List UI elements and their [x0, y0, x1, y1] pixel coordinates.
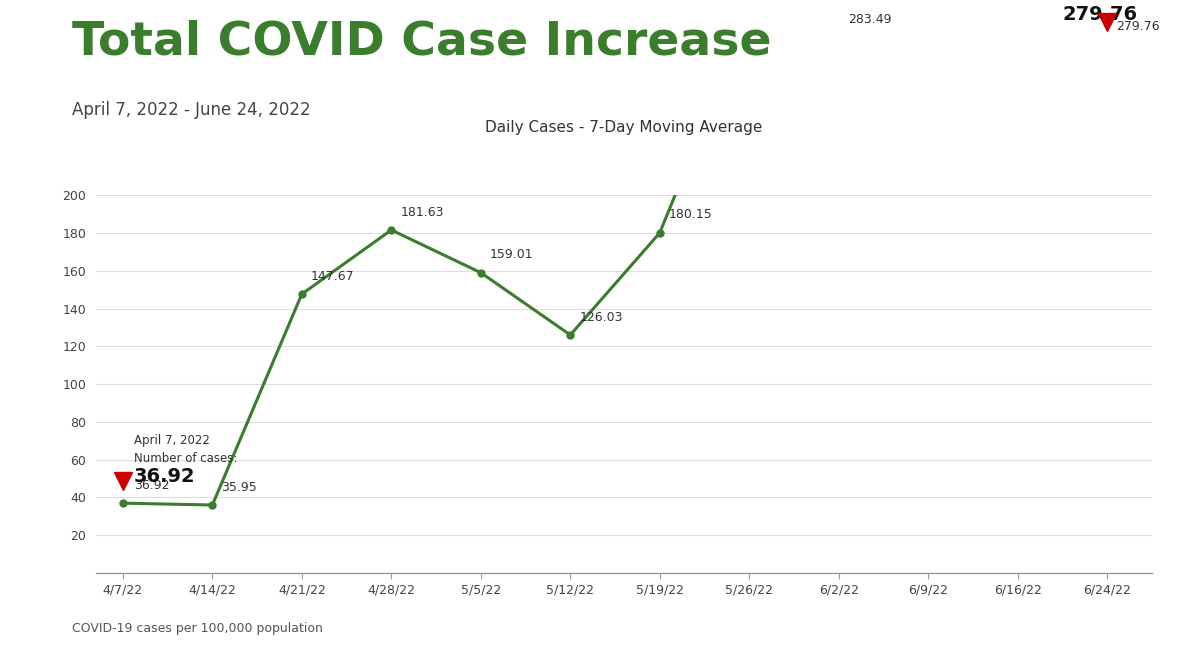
Text: 279.76: 279.76 [1116, 20, 1160, 33]
Text: 36.92: 36.92 [133, 479, 169, 492]
Text: 296.70: 296.70 [758, 0, 802, 1]
Text: 36.92: 36.92 [133, 467, 196, 486]
Text: Total COVID Case Increase: Total COVID Case Increase [72, 20, 772, 64]
Text: 126.03: 126.03 [580, 311, 623, 324]
Text: April 7, 2022 - June 24, 2022: April 7, 2022 - June 24, 2022 [72, 101, 311, 119]
Text: 159.01: 159.01 [490, 249, 533, 261]
Text: 35.95: 35.95 [221, 480, 257, 493]
Text: 279.76: 279.76 [1062, 5, 1138, 24]
Text: 181.63: 181.63 [401, 206, 444, 219]
Text: April 7, 2022
Number of cases:: April 7, 2022 Number of cases: [133, 434, 236, 465]
Text: 147.67: 147.67 [311, 270, 354, 283]
Text: June 24, 2022
Number of cases:: June 24, 2022 Number of cases: [1062, 0, 1166, 3]
Text: 180.15: 180.15 [668, 208, 713, 221]
Text: COVID-19 cases per 100,000 population: COVID-19 cases per 100,000 population [72, 622, 323, 635]
Text: 283.49: 283.49 [847, 14, 892, 26]
Text: Daily Cases - 7-Day Moving Average: Daily Cases - 7-Day Moving Average [485, 120, 763, 135]
